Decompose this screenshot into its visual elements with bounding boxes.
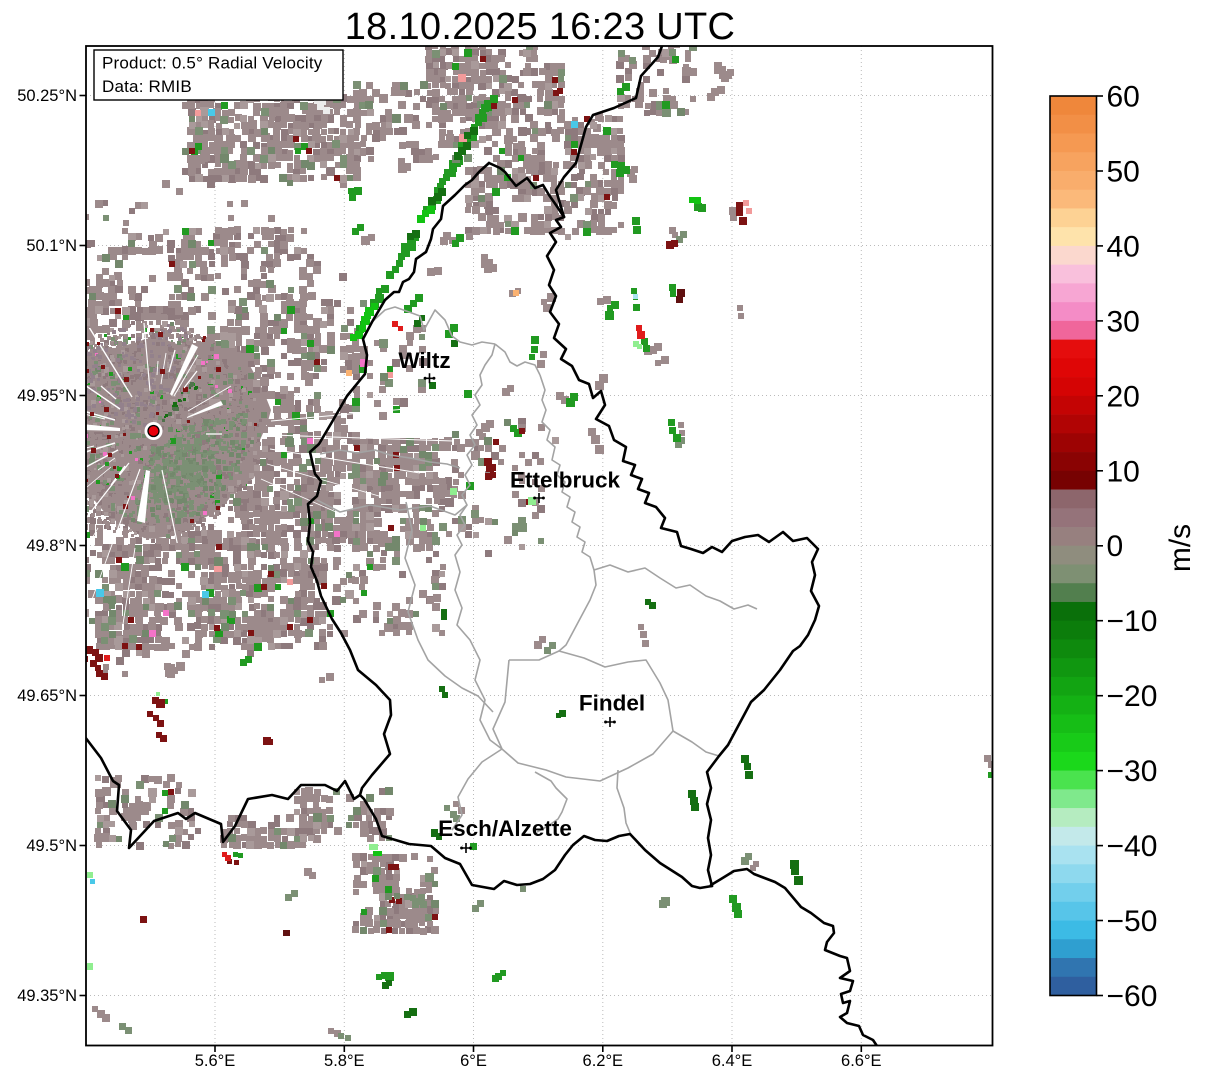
svg-text:60: 60: [1107, 81, 1140, 114]
svg-text:49.5°N: 49.5°N: [26, 837, 77, 855]
svg-text:30: 30: [1107, 305, 1140, 338]
svg-text:Wiltz: Wiltz: [398, 348, 450, 373]
svg-text:Product: 0.5° Radial Velocity: Product: 0.5° Radial Velocity: [102, 54, 323, 73]
svg-text:6.6°E: 6.6°E: [841, 1052, 882, 1070]
svg-text:5.6°E: 5.6°E: [195, 1052, 236, 1070]
svg-text:20: 20: [1107, 380, 1140, 413]
svg-text:−30: −30: [1107, 755, 1158, 788]
svg-text:−40: −40: [1107, 830, 1158, 863]
svg-text:Esch/Alzette: Esch/Alzette: [438, 816, 572, 841]
svg-text:49.8°N: 49.8°N: [26, 537, 77, 555]
svg-text:Ettelbruck: Ettelbruck: [510, 468, 621, 493]
svg-text:50: 50: [1107, 156, 1140, 189]
svg-text:−20: −20: [1107, 680, 1158, 713]
svg-text:Data: RMIB: Data: RMIB: [102, 77, 192, 96]
svg-text:−60: −60: [1107, 980, 1158, 1013]
svg-text:Findel: Findel: [579, 691, 645, 716]
svg-text:10: 10: [1107, 455, 1140, 488]
svg-text:49.35°N: 49.35°N: [17, 987, 77, 1005]
svg-text:50.1°N: 50.1°N: [26, 237, 77, 255]
svg-text:−50: −50: [1107, 905, 1158, 938]
svg-text:18.10.2025 16:23 UTC: 18.10.2025 16:23 UTC: [345, 6, 736, 48]
svg-text:0: 0: [1107, 530, 1124, 563]
svg-text:6.4°E: 6.4°E: [712, 1052, 753, 1070]
svg-text:40: 40: [1107, 230, 1140, 263]
svg-text:49.65°N: 49.65°N: [17, 687, 77, 705]
svg-text:6°E: 6°E: [460, 1052, 487, 1070]
svg-text:49.95°N: 49.95°N: [17, 387, 77, 405]
svg-text:m/s: m/s: [1164, 524, 1197, 572]
svg-text:5.8°E: 5.8°E: [324, 1052, 365, 1070]
svg-text:50.25°N: 50.25°N: [17, 87, 77, 105]
svg-text:−10: −10: [1107, 605, 1158, 638]
svg-text:6.2°E: 6.2°E: [583, 1052, 624, 1070]
